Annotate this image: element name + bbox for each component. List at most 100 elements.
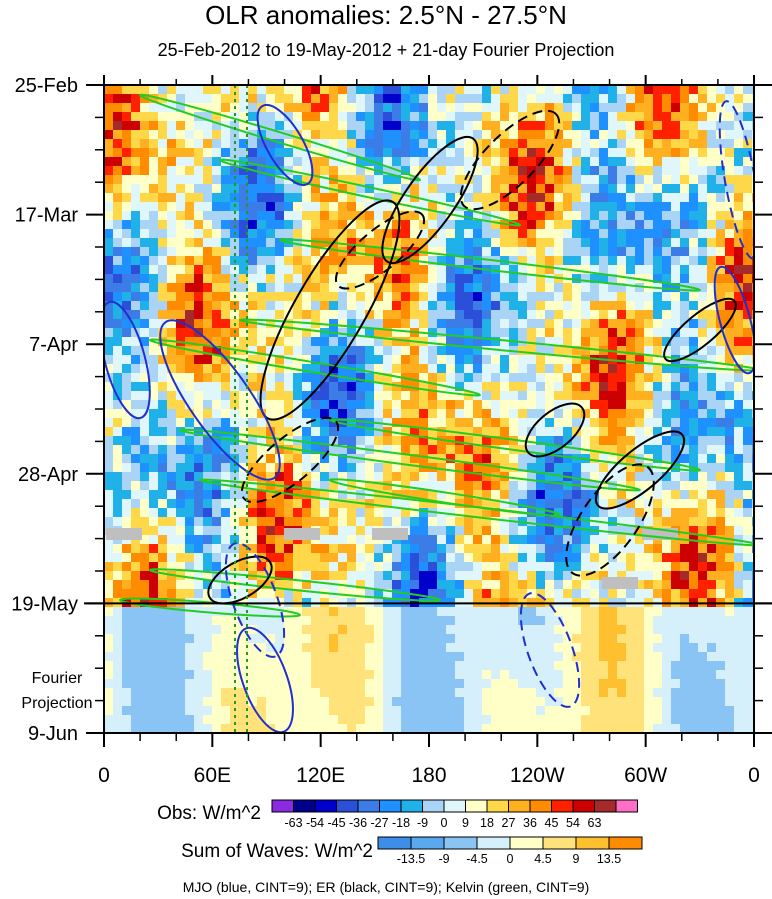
heatmap-cell [383, 607, 392, 616]
heatmap-cell [293, 508, 302, 517]
heatmap-cell [176, 661, 185, 670]
heatmap-cell [158, 319, 167, 328]
heatmap-cell [671, 202, 680, 211]
heatmap-cell [275, 148, 284, 157]
heatmap-cell [608, 418, 617, 427]
heatmap-cell [212, 229, 221, 238]
heatmap-cell [374, 247, 383, 256]
heatmap-cell [617, 436, 626, 445]
heatmap-cell [437, 517, 446, 526]
heatmap-cell [707, 220, 716, 229]
heatmap-cell [338, 607, 347, 616]
heatmap-cell [734, 202, 743, 211]
heatmap-cell [221, 175, 230, 184]
heatmap-cell [635, 310, 644, 319]
heatmap-cell [176, 265, 185, 274]
heatmap-cell [221, 274, 230, 283]
heatmap-cell [212, 130, 221, 139]
heatmap-cell [671, 112, 680, 121]
heatmap-cell [617, 643, 626, 652]
heatmap-cell [446, 580, 455, 589]
heatmap-cell [356, 130, 365, 139]
heatmap-cell [194, 661, 203, 670]
heatmap-cell [518, 202, 527, 211]
heatmap-cell [158, 247, 167, 256]
heatmap-cell [536, 382, 545, 391]
heatmap-cell [518, 544, 527, 553]
heatmap-cell [734, 346, 743, 355]
heatmap-cell [617, 238, 626, 247]
heatmap-cell [662, 130, 671, 139]
heatmap-cell [743, 292, 752, 301]
heatmap-cell [662, 94, 671, 103]
heatmap-cell [689, 535, 698, 544]
heatmap-cell [446, 409, 455, 418]
heatmap-cell [401, 616, 410, 625]
heatmap-cell [437, 634, 446, 643]
heatmap-cell [401, 292, 410, 301]
heatmap-cell [104, 382, 113, 391]
heatmap-cell [671, 571, 680, 580]
heatmap-cell [356, 409, 365, 418]
heatmap-cell [275, 697, 284, 706]
heatmap-cell [428, 202, 437, 211]
heatmap-cell [293, 679, 302, 688]
heatmap-cell [302, 661, 311, 670]
heatmap-cell [248, 526, 257, 535]
heatmap-cell [239, 130, 248, 139]
heatmap-cell [716, 688, 725, 697]
heatmap-cell [581, 337, 590, 346]
heatmap-cell [608, 148, 617, 157]
heatmap-cell [401, 517, 410, 526]
heatmap-cell [266, 418, 275, 427]
heatmap-cell [743, 553, 752, 562]
heatmap-cell [680, 247, 689, 256]
heatmap-cell [149, 472, 158, 481]
heatmap-cell [554, 211, 563, 220]
heatmap-cell [410, 166, 419, 175]
heatmap-cell [626, 634, 635, 643]
heatmap-cell [401, 661, 410, 670]
heatmap-cell [644, 373, 653, 382]
heatmap-cell [671, 553, 680, 562]
heatmap-cell [428, 274, 437, 283]
heatmap-cell [743, 616, 752, 625]
heatmap-cell [329, 697, 338, 706]
heatmap-cell [716, 94, 725, 103]
heatmap-cell [392, 283, 401, 292]
heatmap-cell [329, 247, 338, 256]
heatmap-cell [428, 499, 437, 508]
heatmap-cell [374, 373, 383, 382]
heatmap-cell [464, 427, 473, 436]
heatmap-cell [419, 319, 428, 328]
heatmap-cell [608, 103, 617, 112]
heatmap-cell [626, 418, 635, 427]
heatmap-cell [518, 130, 527, 139]
heatmap-cell [734, 184, 743, 193]
heatmap-cell [131, 202, 140, 211]
heatmap-cell [671, 220, 680, 229]
heatmap-cell [608, 607, 617, 616]
heatmap-cell [185, 571, 194, 580]
heatmap-cell [734, 409, 743, 418]
heatmap-cell [707, 535, 716, 544]
heatmap-cell [482, 373, 491, 382]
heatmap-cell [716, 391, 725, 400]
heatmap-cell [428, 292, 437, 301]
heatmap-cell [275, 202, 284, 211]
heatmap-cell [293, 499, 302, 508]
heatmap-cell [554, 283, 563, 292]
heatmap-cell [482, 355, 491, 364]
heatmap-cell [275, 310, 284, 319]
heatmap-cell [590, 238, 599, 247]
heatmap-cell [482, 580, 491, 589]
heatmap-cell [392, 589, 401, 598]
heatmap-cell [302, 400, 311, 409]
heatmap-cell [338, 346, 347, 355]
heatmap-cell [320, 670, 329, 679]
heatmap-cell [329, 463, 338, 472]
heatmap-cell [122, 688, 131, 697]
heatmap-cell [185, 553, 194, 562]
heatmap-cell [203, 364, 212, 373]
heatmap-cell [608, 85, 617, 94]
